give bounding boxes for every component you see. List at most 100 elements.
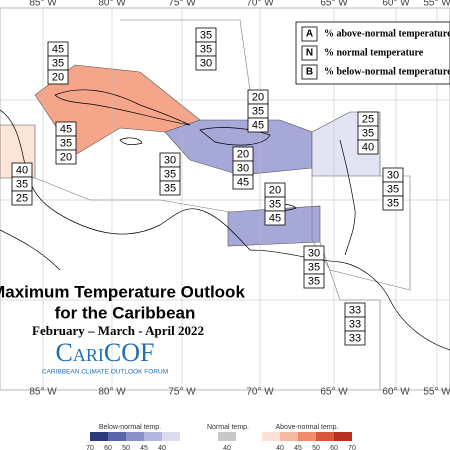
colorbar-tick: 70 [348, 445, 356, 450]
probability-value: 33 [349, 318, 361, 330]
probability-value: 35 [164, 182, 176, 194]
probability-box [382, 195, 404, 211]
probability-value: 35 [200, 43, 212, 55]
probability-value: 25 [16, 192, 28, 204]
longitude-label: 85° W [29, 0, 57, 9]
period: February – March - April 2022 [32, 323, 204, 338]
probability-value: 30 [200, 57, 212, 69]
key-text: % normal temperature [324, 47, 424, 58]
colorbar-swatch [280, 432, 298, 441]
key-box [295, 21, 450, 85]
colorbar-swatch [218, 432, 236, 441]
longitude-label: 75° W [168, 387, 196, 398]
probability-value: 35 [308, 275, 320, 287]
logo-subtitle: CARIBBEAN CLIMATE OUTLOOK FORUM [42, 369, 168, 376]
probability-box [159, 180, 181, 196]
colorbar-label: Normal temp. [207, 424, 249, 431]
key-letter: B [306, 67, 313, 78]
colorbar-swatch [316, 432, 334, 441]
probability-value: 45 [52, 43, 64, 55]
probability-value: 20 [252, 91, 264, 103]
probability-box [264, 210, 286, 226]
colorbar-tick: 60 [104, 445, 112, 450]
probability-value: 35 [60, 137, 72, 149]
probability-value: 35 [52, 57, 64, 69]
longitude-label: 65° W [320, 0, 348, 9]
probability-value: 33 [349, 304, 361, 316]
colorbar-swatch [298, 432, 316, 441]
key-letter-box [301, 45, 318, 61]
probability-box [247, 117, 269, 133]
probability-box [303, 273, 325, 289]
colorbar-tick: 70 [86, 445, 94, 450]
colorbar-tick: 50 [122, 445, 130, 450]
probability-box [357, 139, 379, 155]
probability-value: 30 [308, 247, 320, 259]
key-text: % below-normal temperature [324, 66, 450, 77]
probability-value: 30 [164, 154, 176, 166]
colorbar-tick: 50 [312, 445, 320, 450]
probability-box [55, 149, 77, 165]
colorbar-swatch [108, 432, 126, 441]
probability-value: 35 [16, 178, 28, 190]
colorbar-swatch [162, 432, 180, 441]
probability-box [344, 330, 366, 346]
key-letter: A [306, 29, 313, 40]
colorbar-tick: 45 [294, 445, 302, 450]
colorbar-label: Above-normal temp. [275, 424, 338, 431]
probability-box [195, 55, 217, 71]
key-letter-box [301, 26, 318, 42]
probability-value: 20 [237, 148, 249, 160]
colorbar-tick: 40 [276, 445, 284, 450]
colorbar-tick: 60 [330, 445, 338, 450]
probability-value: 35 [387, 183, 399, 195]
colorbar-tick: 40 [158, 445, 166, 450]
probability-value: 20 [60, 151, 72, 163]
probability-box [232, 174, 254, 190]
probability-value: 35 [252, 105, 264, 117]
colorbar-swatch [126, 432, 144, 441]
colorbar-swatch [90, 432, 108, 441]
longitude-label: 65° W [320, 387, 348, 398]
longitude-label: 75° W [168, 0, 196, 9]
probability-value: 35 [269, 198, 281, 210]
title-line2: for the Caribbean [55, 303, 196, 322]
probability-value: 30 [237, 162, 249, 174]
probability-value: 45 [269, 212, 281, 224]
probability-value: 30 [387, 169, 399, 181]
longitude-label: 60° W [382, 0, 410, 9]
probability-value: 45 [60, 123, 72, 135]
title: Maximum Temperature Outlook [0, 282, 245, 301]
probability-value: 20 [269, 184, 281, 196]
probability-value: 25 [362, 113, 374, 125]
probability-value: 45 [252, 119, 264, 131]
probability-value: 35 [362, 127, 374, 139]
key-letter-box [301, 64, 318, 80]
colorbar-swatch [144, 432, 162, 441]
probability-value: 45 [237, 176, 249, 188]
probability-box [47, 69, 69, 85]
colorbar-tick: 40 [223, 445, 231, 450]
longitude-label: 55° W [423, 0, 450, 9]
probability-box [11, 190, 33, 206]
probability-value: 35 [200, 29, 212, 41]
probability-value: 40 [16, 164, 28, 176]
key-text: % above-normal temperature [324, 28, 450, 39]
longitude-label: 80° W [98, 387, 126, 398]
probability-value: 20 [52, 71, 64, 83]
longitude-label: 60° W [382, 387, 410, 398]
probability-value: 33 [349, 332, 361, 344]
colorbar-swatch [334, 432, 352, 441]
longitude-label: 70° W [246, 387, 274, 398]
colorbar-tick: 45 [140, 445, 148, 450]
probability-value: 35 [164, 168, 176, 180]
colorbar-swatch [262, 432, 280, 441]
region-boundaries [34, 19, 411, 390]
probability-value: 40 [362, 141, 374, 153]
probability-value: 35 [308, 261, 320, 273]
longitude-label: 55° W [423, 387, 450, 398]
logo: CariCOF [56, 338, 155, 367]
key-letter: N [306, 48, 313, 59]
longitude-label: 85° W [29, 387, 57, 398]
